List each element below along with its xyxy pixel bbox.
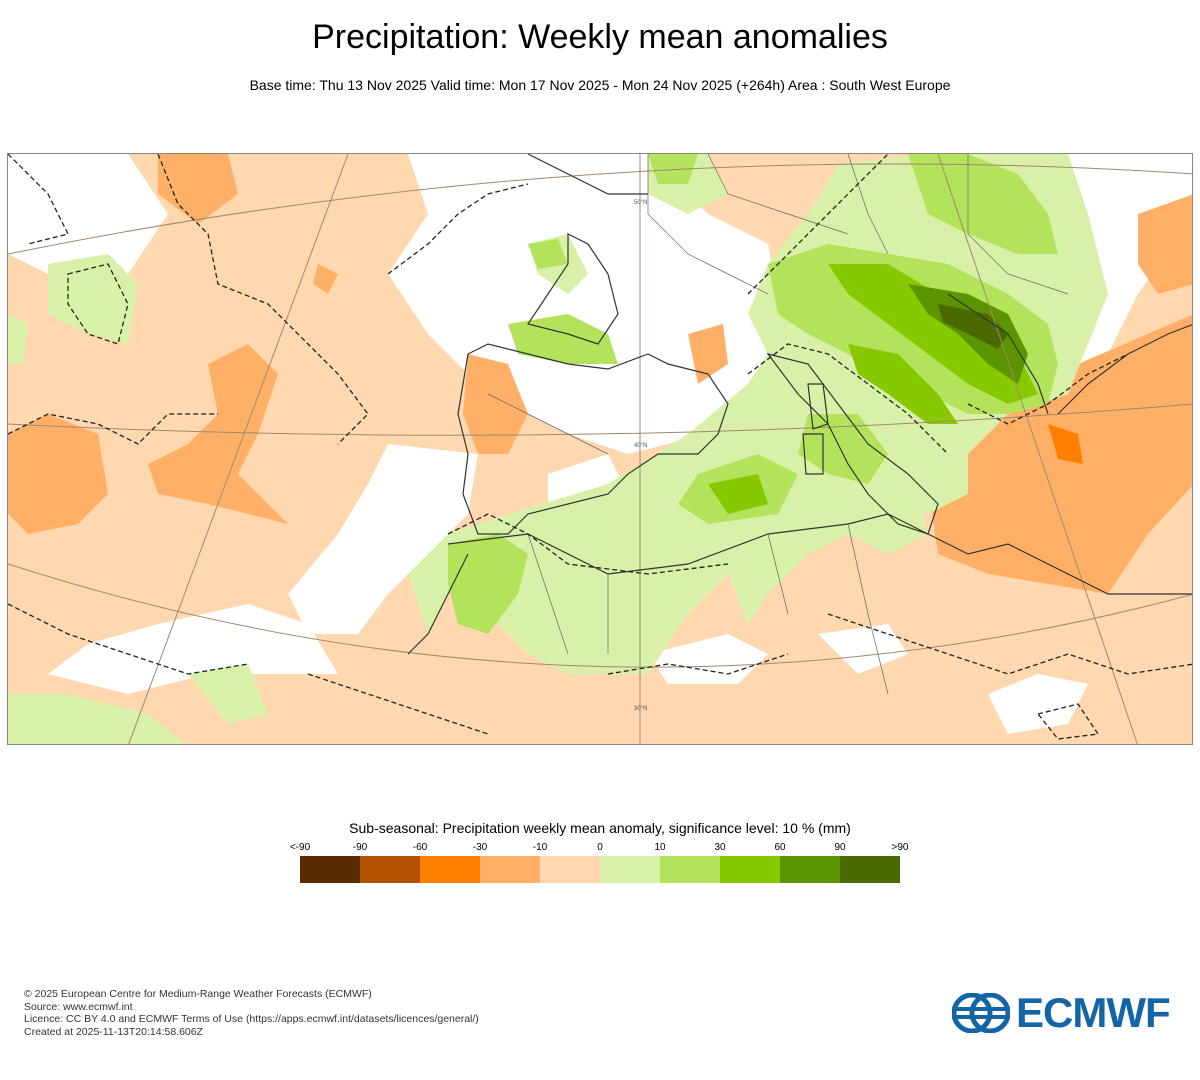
page-subtitle: Base time: Thu 13 Nov 2025 Valid time: M… (249, 77, 951, 93)
legend-swatch (540, 856, 600, 883)
ecmwf-logo-icon (952, 993, 1010, 1033)
graticule (8, 154, 1192, 744)
legend-tick: -60 (412, 842, 428, 853)
legend-tick: 30 (714, 842, 726, 853)
legend-swatch (780, 856, 840, 883)
legend-swatch (720, 856, 780, 883)
legend-swatch (360, 856, 420, 883)
legend-swatch (300, 856, 360, 883)
precipitation-map: 50°N 40°N 30°N (7, 153, 1193, 745)
legend-title: Sub-seasonal: Precipitation weekly mean … (349, 820, 851, 836)
legend-swatch (840, 856, 900, 883)
source-line: Source: www.ecmwf.int (24, 1000, 133, 1013)
ecmwf-logo: ECMWF (952, 989, 1182, 1036)
legend-tick: 10 (654, 842, 666, 853)
legend-tick: 0 (597, 842, 603, 853)
grid-label-40n: 40°N (634, 443, 647, 449)
created-line: Created at 2025-11-13T20:14:58.606Z (24, 1025, 204, 1038)
significance-contours (8, 154, 1192, 740)
legend-tick: >90 (891, 842, 909, 853)
legend-swatch (420, 856, 480, 883)
legend-swatch (600, 856, 660, 883)
footer-credits: © 2025 European Centre for Medium-Range … (24, 988, 479, 1038)
legend-tick: 60 (774, 842, 786, 853)
legend-tick: -30 (472, 842, 488, 853)
legend-swatch (480, 856, 540, 883)
grid-label-30n: 30°N (634, 706, 647, 712)
legend-tick: <-90 (289, 842, 311, 853)
copyright-line: © 2025 European Centre for Medium-Range … (24, 988, 372, 1000)
legend-tick: -90 (352, 842, 368, 853)
legend-tick: -10 (532, 842, 548, 853)
licence-line: Licence: CC BY 4.0 and ECMWF Terms of Us… (24, 1013, 479, 1025)
strong-negative-area (1048, 424, 1083, 464)
positive-anomaly-strong (708, 264, 1038, 514)
logo-text: ECMWF (1016, 989, 1171, 1036)
map-canvas: 50°N 40°N 30°N (8, 154, 1192, 744)
borders (487, 154, 1069, 695)
legend-tick: 90 (834, 842, 846, 853)
positive-anomaly-extreme (938, 304, 1008, 349)
color-legend (300, 856, 900, 884)
page-title: Precipitation: Weekly mean anomalies (312, 18, 888, 56)
grid-label-50n: 50°N (634, 200, 647, 206)
legend-swatch (660, 856, 720, 883)
